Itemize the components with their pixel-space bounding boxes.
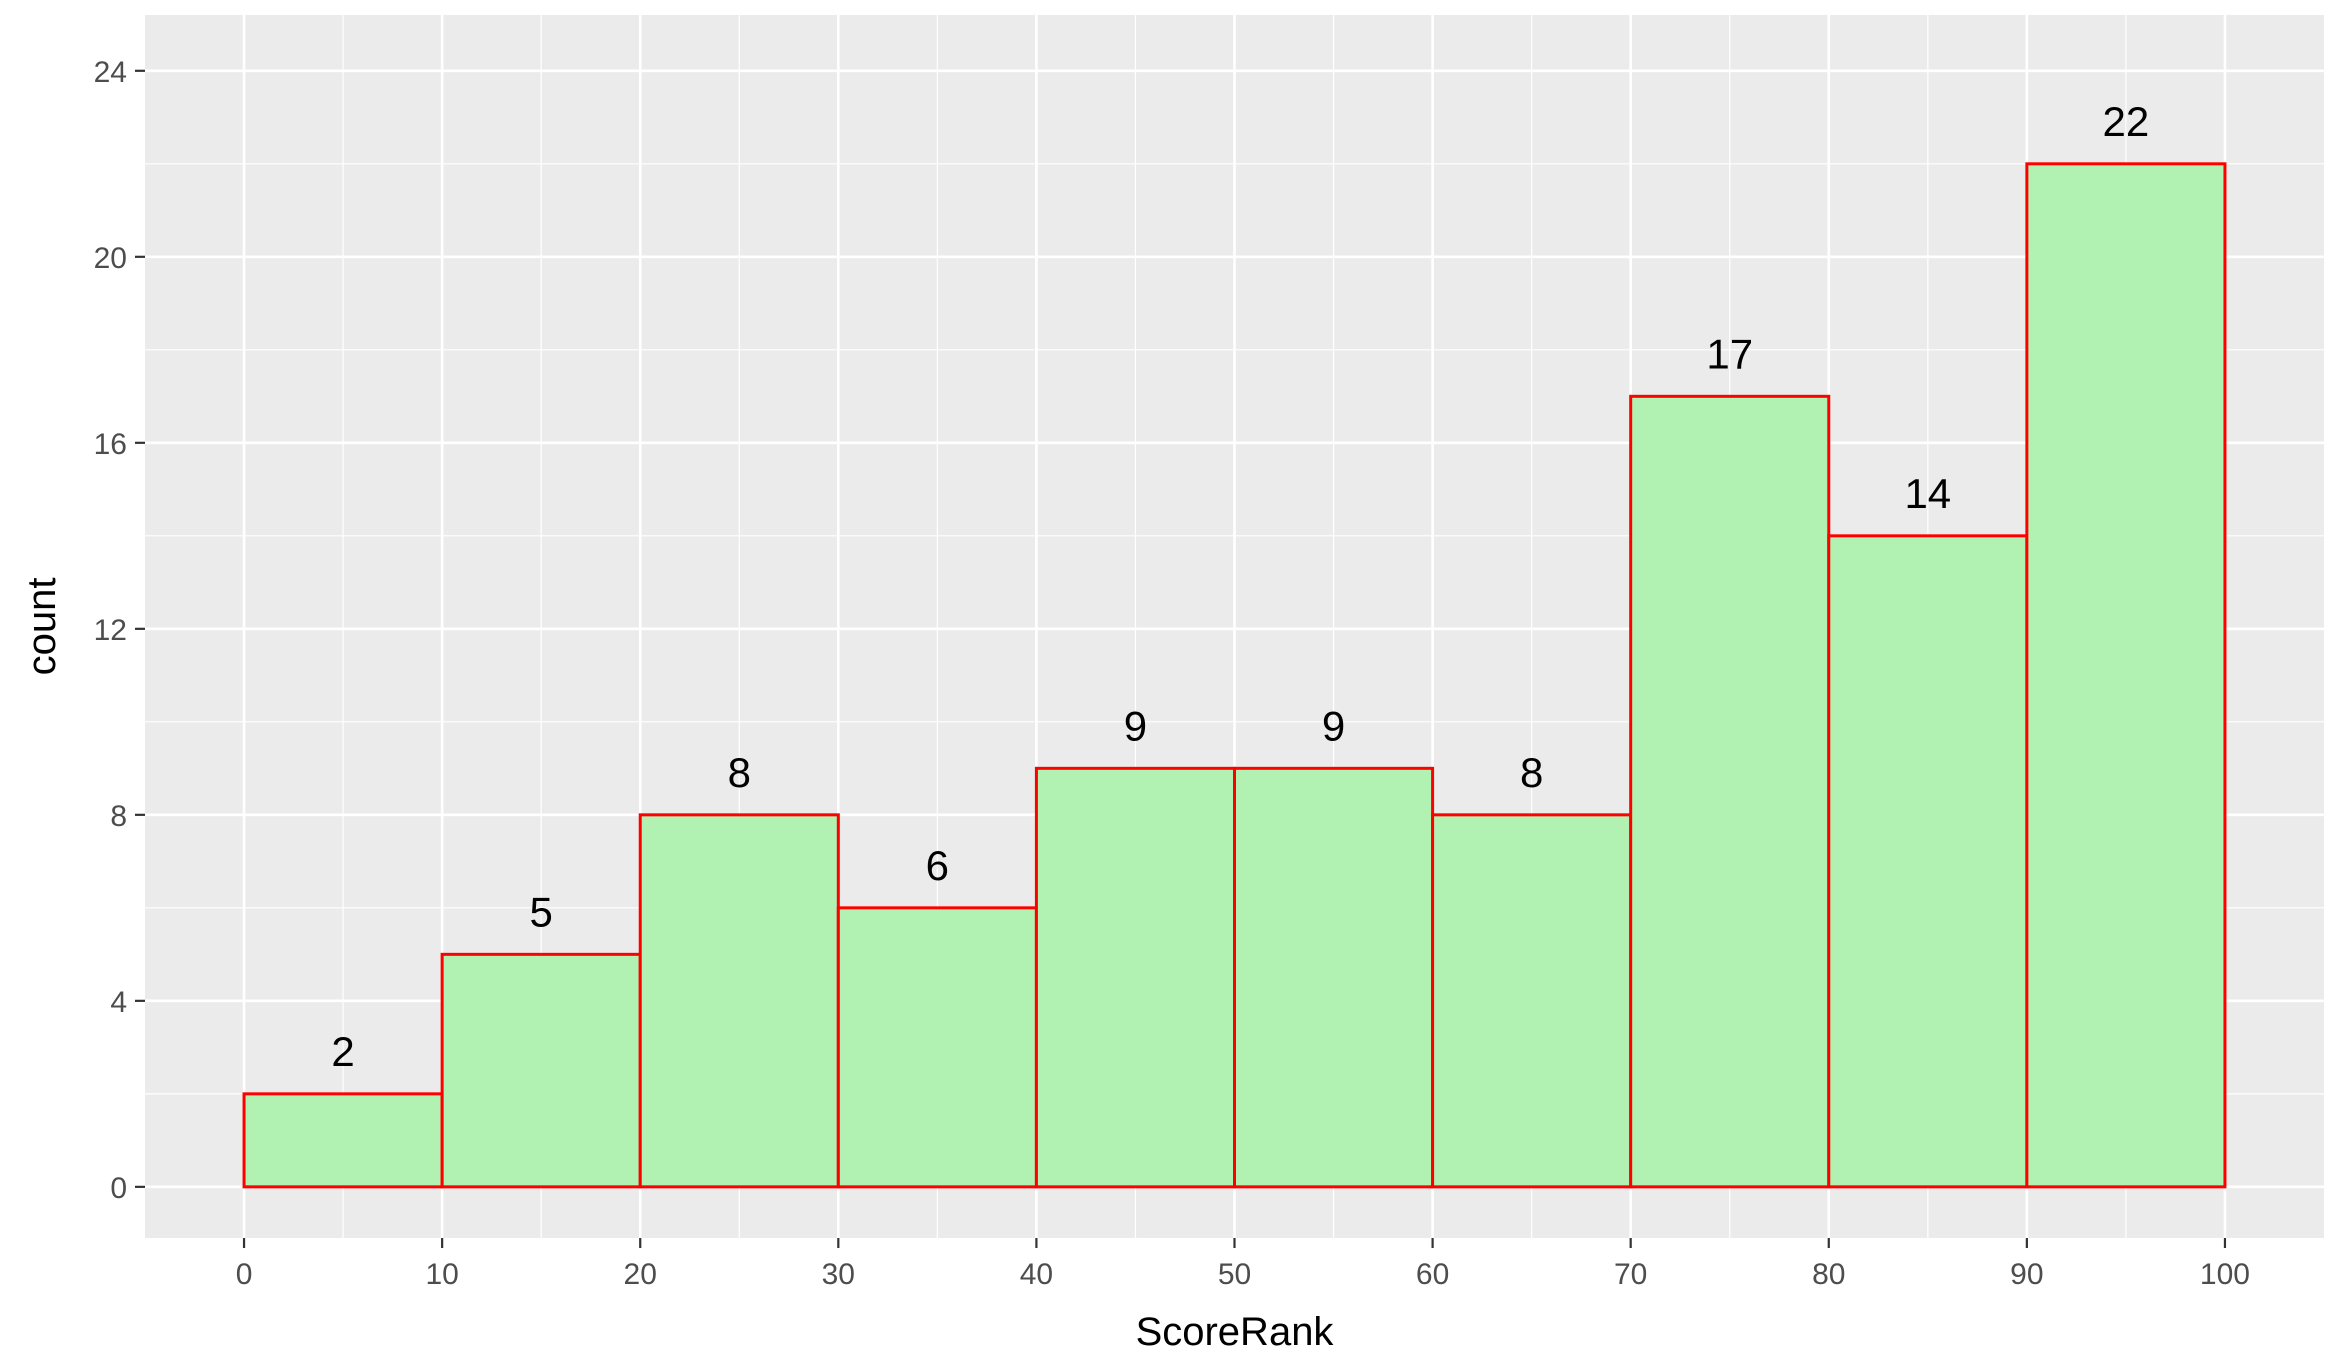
histogram-bar (638, 813, 840, 1189)
histogram-bar (1827, 534, 2029, 1189)
x-tick-label: 30 (822, 1258, 855, 1291)
x-axis: 0 10 20 30 40 50 60 70 80 90 100 (236, 1238, 2250, 1291)
bar-count-label: 22 (2103, 98, 2150, 145)
x-tick-label: 40 (1020, 1258, 1053, 1291)
histogram-bar (1233, 766, 1435, 1189)
x-tick-label: 70 (1614, 1258, 1647, 1291)
x-tick-label: 20 (624, 1258, 657, 1291)
x-axis-title: ScoreRank (1136, 1310, 1335, 1354)
bar-count-label: 14 (1904, 470, 1951, 517)
histogram-bar (2025, 162, 2227, 1189)
bar-count-label: 8 (1520, 749, 1543, 796)
bar-count-label: 5 (530, 888, 553, 935)
bars (242, 162, 2227, 1189)
bar-count-label: 9 (1124, 702, 1147, 749)
histogram-bar (1431, 813, 1633, 1189)
histogram-bar (440, 952, 642, 1189)
y-tick-label: 12 (94, 614, 127, 647)
x-tick-label: 80 (1812, 1258, 1845, 1291)
x-tick-label: 90 (2010, 1258, 2043, 1291)
bar-count-label: 17 (1706, 330, 1753, 377)
bar-count-label: 6 (926, 842, 949, 889)
x-tick-label: 60 (1416, 1258, 1449, 1291)
bar-labels: 2 5 8 6 9 9 8 17 14 22 (331, 98, 2149, 1075)
bar-count-label: 8 (728, 749, 751, 796)
y-tick-label: 0 (110, 1172, 127, 1205)
x-tick-label: 0 (236, 1258, 253, 1291)
y-tick-label: 16 (94, 428, 127, 461)
y-tick-label: 24 (94, 56, 127, 89)
histogram-bar (1629, 394, 1831, 1189)
y-tick-label: 8 (110, 800, 127, 833)
x-tick-label: 100 (2200, 1258, 2250, 1291)
histogram-bar (1034, 766, 1236, 1189)
histogram-bar (836, 906, 1038, 1189)
bar-count-label: 2 (331, 1028, 354, 1075)
y-tick-label: 20 (94, 242, 127, 275)
y-tick-label: 4 (110, 986, 127, 1019)
x-tick-label: 10 (425, 1258, 458, 1291)
bar-count-label: 9 (1322, 702, 1345, 749)
y-axis: 0 4 8 12 16 20 24 (94, 56, 145, 1205)
histogram-bar (242, 1092, 444, 1189)
y-axis-title: count (20, 578, 64, 676)
x-tick-label: 50 (1218, 1258, 1251, 1291)
